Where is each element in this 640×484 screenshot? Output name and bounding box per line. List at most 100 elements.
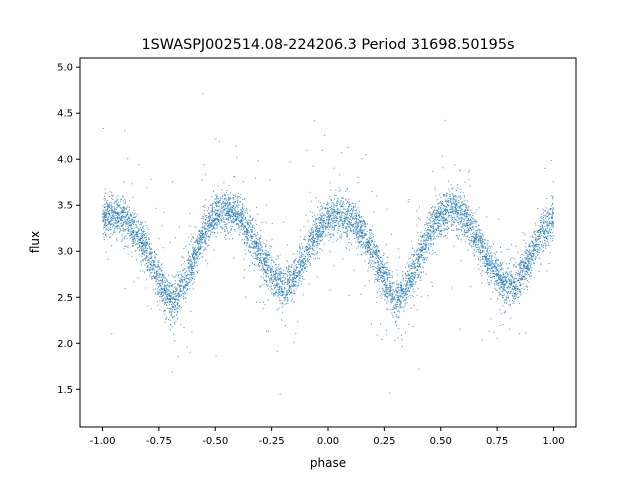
data-point <box>363 230 365 232</box>
data-point <box>481 251 483 253</box>
data-point <box>341 233 343 235</box>
data-point <box>150 255 152 257</box>
data-point <box>169 242 171 244</box>
data-point <box>299 277 301 280</box>
data-point <box>183 263 185 265</box>
data-point <box>141 222 144 224</box>
data-point <box>276 309 279 311</box>
data-point <box>170 295 172 297</box>
data-point <box>292 280 294 282</box>
data-point <box>202 205 204 207</box>
data-point <box>176 311 178 313</box>
data-point <box>418 243 420 245</box>
data-point <box>346 248 348 250</box>
data-point <box>235 213 237 215</box>
data-point <box>299 266 302 268</box>
data-point <box>174 305 176 307</box>
data-point <box>529 269 531 271</box>
data-point <box>339 216 341 218</box>
data-point <box>319 230 321 232</box>
data-point <box>433 218 435 220</box>
data-point <box>468 179 470 181</box>
data-point <box>336 209 338 211</box>
data-point <box>472 214 474 217</box>
data-point <box>348 238 350 240</box>
data-point <box>260 247 262 249</box>
data-point <box>323 220 325 222</box>
data-point <box>138 242 140 244</box>
data-point <box>424 262 426 264</box>
data-point <box>409 287 411 289</box>
data-point <box>528 251 530 253</box>
data-point <box>230 220 232 222</box>
data-point <box>183 288 185 290</box>
data-point <box>400 288 402 290</box>
data-point <box>139 247 141 249</box>
data-point <box>379 274 381 276</box>
data-point <box>488 282 490 284</box>
data-point <box>371 266 373 268</box>
data-point <box>383 263 386 265</box>
data-point <box>544 210 547 212</box>
data-point <box>163 309 165 312</box>
data-point <box>279 297 281 299</box>
data-point <box>242 198 244 200</box>
data-point <box>552 198 554 200</box>
data-point <box>415 259 417 261</box>
data-point <box>280 290 282 292</box>
data-point <box>506 291 508 293</box>
data-point <box>552 235 554 237</box>
data-point <box>505 298 507 300</box>
data-point <box>432 205 434 208</box>
data-point <box>438 219 440 221</box>
data-point <box>405 290 407 292</box>
data-point <box>360 237 362 239</box>
data-point <box>428 222 430 224</box>
data-point <box>273 273 275 275</box>
data-point <box>449 195 451 197</box>
data-point <box>404 283 406 285</box>
data-point <box>203 249 205 251</box>
data-point <box>250 254 253 256</box>
data-point <box>188 271 190 273</box>
data-point <box>182 280 184 282</box>
data-point <box>152 276 154 278</box>
data-point <box>309 238 311 240</box>
data-point <box>268 278 270 280</box>
data-point <box>261 252 263 254</box>
data-point <box>417 257 419 259</box>
data-point <box>363 245 365 247</box>
data-point <box>306 246 309 249</box>
data-point <box>189 274 191 276</box>
data-point <box>243 215 245 217</box>
data-point <box>257 243 259 245</box>
data-point <box>276 292 278 294</box>
data-point <box>257 233 259 236</box>
data-point <box>107 218 109 220</box>
data-point <box>475 222 477 224</box>
data-point <box>466 222 468 224</box>
data-point <box>118 225 120 227</box>
data-point <box>303 267 305 269</box>
data-point <box>158 280 160 282</box>
data-point <box>277 274 279 276</box>
data-point <box>267 251 269 253</box>
data-point <box>487 282 489 284</box>
data-point <box>408 323 410 325</box>
data-point <box>360 246 362 248</box>
data-point <box>409 285 411 287</box>
data-point <box>432 239 434 241</box>
data-point <box>313 258 315 260</box>
data-point <box>470 245 472 247</box>
data-point <box>103 236 105 238</box>
data-point <box>397 305 399 308</box>
data-point <box>469 220 471 222</box>
data-point <box>503 312 505 314</box>
data-point <box>487 252 489 254</box>
data-point <box>232 238 234 240</box>
data-point <box>138 244 140 246</box>
data-point <box>166 316 168 318</box>
data-point <box>426 224 429 226</box>
data-point <box>490 259 492 261</box>
data-point <box>418 254 420 256</box>
